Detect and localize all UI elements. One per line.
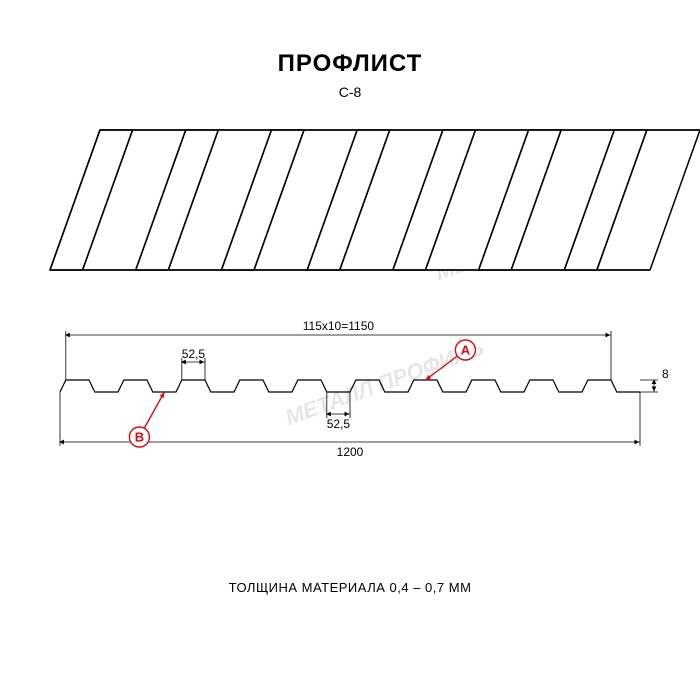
- dim-rib-height: 8: [662, 367, 669, 381]
- dim-module-top: 52,5: [182, 347, 206, 361]
- isometric-view: [40, 120, 700, 280]
- cross-section-view: 115х10=1150 52,5 52,5 1200 8 A B: [40, 310, 680, 472]
- page-subtitle: С-8: [0, 84, 700, 100]
- dim-overall-bottom: 1200: [337, 445, 364, 459]
- svg-text:B: B: [135, 430, 144, 445]
- page-title: ПРОФЛИСТ: [0, 50, 700, 78]
- dim-module-bottom: 52,5: [327, 417, 351, 431]
- footer-text: ТОЛЩИНА МАТЕРИАЛА 0,4 – 0,7 ММ: [0, 580, 700, 595]
- callout-a: A: [425, 340, 475, 380]
- dim-overall-top: 115х10=1150: [303, 319, 375, 333]
- svg-text:A: A: [461, 343, 471, 358]
- callout-b: B: [129, 392, 164, 447]
